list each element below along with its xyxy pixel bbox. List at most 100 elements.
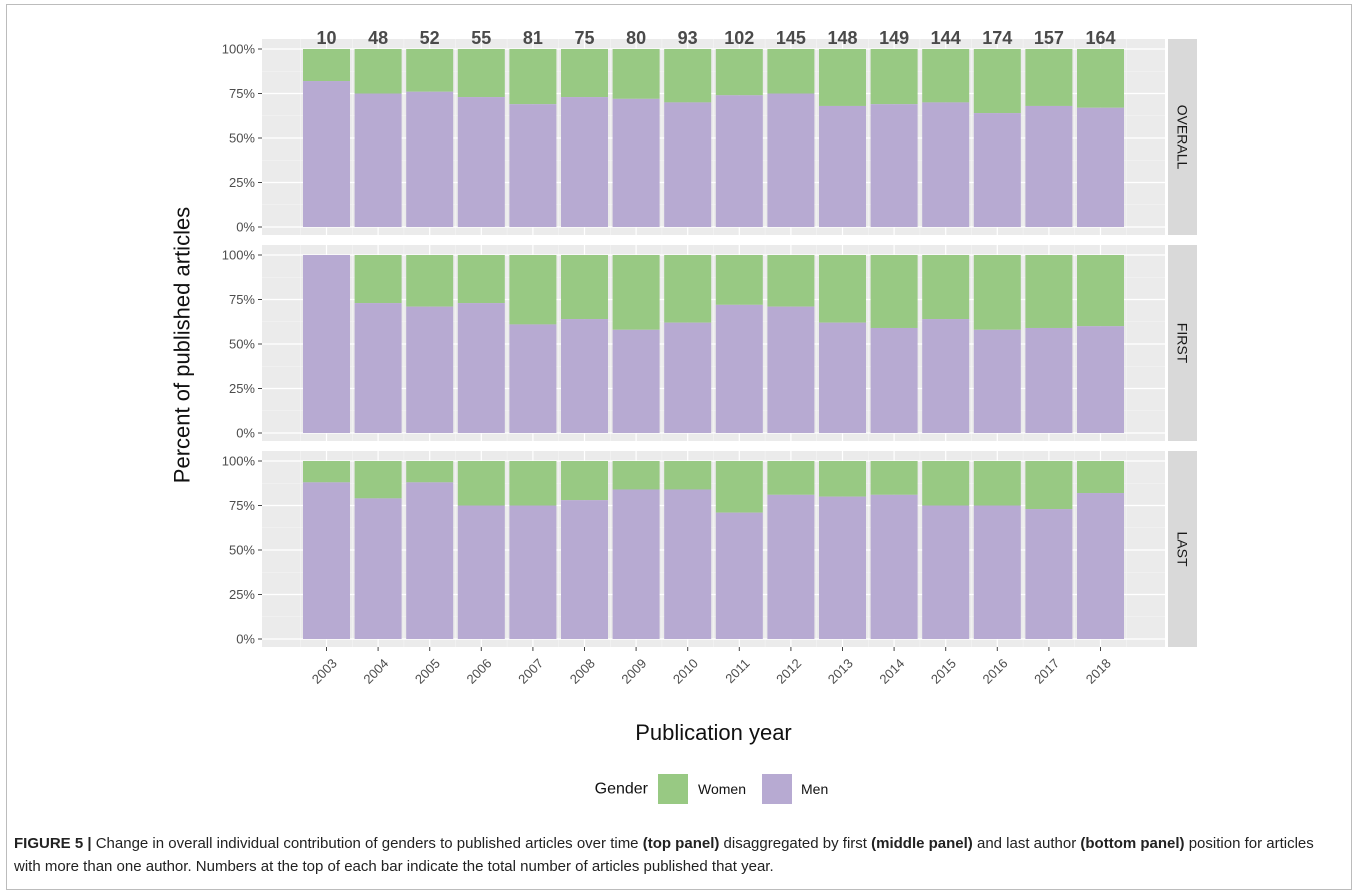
bar-men-segment	[303, 81, 350, 227]
bar-men-segment	[819, 496, 866, 639]
bar-men-segment	[1025, 327, 1073, 433]
bar-women-segment	[1025, 461, 1073, 510]
x-tick-label: 2014	[876, 656, 907, 687]
facet-strip-label: LAST	[1175, 531, 1191, 566]
bar-women-segment	[612, 255, 660, 330]
facet-strip	[1168, 451, 1197, 647]
bar-women-segment	[303, 461, 350, 483]
bar-men-segment	[354, 303, 402, 433]
caption-bold-3: (bottom panel)	[1080, 835, 1185, 852]
bar-women-segment	[819, 255, 866, 323]
caption-text-4: position for articles with more than one…	[14, 835, 1314, 875]
bar-total-label: 10	[316, 28, 336, 48]
bar-men-segment	[973, 329, 1021, 433]
caption-bold-1: (top panel)	[642, 835, 720, 852]
x-tick-label: 2006	[464, 656, 495, 687]
x-tick-label: 2010	[670, 656, 701, 687]
bar-women-segment	[406, 49, 454, 92]
bar-men-segment	[870, 494, 918, 639]
y-tick-label: 0%	[236, 426, 255, 441]
bar-women-segment	[922, 461, 970, 506]
bar-men-segment	[509, 505, 557, 639]
legend-swatch-women	[658, 774, 688, 804]
bar-men-segment	[561, 500, 608, 639]
bar-women-segment	[457, 49, 505, 98]
y-tick-label: 100%	[222, 248, 256, 263]
x-tick-label: 2011	[722, 656, 752, 686]
x-tick-label: 2009	[618, 656, 649, 687]
bar-total-label: 148	[827, 28, 857, 48]
bar-women-segment	[767, 49, 815, 94]
bar-women-segment	[922, 49, 970, 103]
bar-women-segment	[457, 255, 505, 304]
bar-men-segment	[973, 113, 1021, 227]
bar-total-label: 80	[626, 28, 646, 48]
bar-men-segment	[406, 91, 454, 227]
bar-men-segment	[1077, 326, 1124, 433]
y-tick-label: 50%	[229, 543, 255, 558]
bar-women-segment	[664, 49, 712, 103]
bar-men-segment	[354, 93, 402, 227]
bar-women-segment	[561, 255, 608, 320]
bar-men-segment	[819, 322, 866, 433]
y-tick-label: 25%	[229, 381, 255, 396]
stacked-bar-chart: OVERALL0%25%50%75%100%FIRST0%25%50%75%10…	[170, 28, 1197, 804]
x-tick-label: 2012	[773, 656, 804, 687]
bar-men-segment	[664, 102, 712, 227]
y-tick-label: 100%	[222, 42, 256, 57]
bar-women-segment	[561, 461, 608, 501]
caption-figure-label: FIGURE 5 |	[14, 835, 92, 852]
bar-total-label: 102	[724, 28, 754, 48]
y-tick-label: 75%	[229, 86, 255, 101]
bar-women-segment	[1077, 49, 1124, 108]
legend-swatch-men	[762, 774, 792, 804]
bar-men-segment	[406, 306, 454, 433]
bar-women-segment	[870, 461, 918, 495]
bar-men-segment	[509, 104, 557, 227]
y-tick-label: 25%	[229, 587, 255, 602]
y-tick-label: 75%	[229, 292, 255, 307]
bar-women-segment	[561, 49, 608, 98]
bar-total-label: 164	[1085, 28, 1115, 48]
x-axis-title: Publication year	[635, 720, 792, 745]
bar-women-segment	[1077, 255, 1124, 327]
bar-men-segment	[1077, 493, 1124, 639]
bar-women-segment	[870, 255, 918, 328]
bar-men-segment	[561, 319, 608, 433]
bar-women-segment	[457, 461, 505, 506]
bar-men-segment	[612, 98, 660, 227]
bar-men-segment	[303, 255, 350, 433]
bar-women-segment	[612, 461, 660, 490]
facet-strip-label: OVERALL	[1175, 105, 1191, 170]
bar-women-segment	[870, 49, 918, 105]
bar-women-segment	[354, 461, 402, 499]
bar-men-segment	[767, 494, 815, 639]
x-tick-label: 2017	[1031, 656, 1062, 687]
y-tick-label: 0%	[236, 632, 255, 647]
bar-total-label: 174	[982, 28, 1012, 48]
y-tick-label: 25%	[229, 175, 255, 190]
x-tick-label: 2018	[1083, 656, 1114, 687]
bar-women-segment	[819, 49, 866, 106]
facet-strip	[1168, 245, 1197, 441]
x-tick-label: 2007	[515, 656, 546, 687]
bar-men-segment	[664, 322, 712, 433]
y-tick-label: 100%	[222, 454, 256, 469]
figure-caption: FIGURE 5 | Change in overall individual …	[14, 832, 1344, 878]
bar-men-segment	[457, 303, 505, 433]
y-tick-label: 50%	[229, 337, 255, 352]
bar-women-segment	[973, 49, 1021, 114]
bar-women-segment	[715, 49, 763, 96]
y-tick-label: 75%	[229, 498, 255, 513]
bar-men-segment	[715, 512, 763, 639]
bar-women-segment	[922, 255, 970, 320]
bar-women-segment	[819, 461, 866, 497]
y-tick-label: 0%	[236, 220, 255, 235]
legend-label-women: Women	[698, 781, 746, 797]
bar-men-segment	[457, 97, 505, 227]
bar-women-segment	[612, 49, 660, 99]
caption-bold-2: (middle panel)	[871, 835, 973, 852]
bar-total-label: 52	[420, 28, 440, 48]
bar-women-segment	[406, 255, 454, 307]
bar-men-segment	[870, 104, 918, 227]
